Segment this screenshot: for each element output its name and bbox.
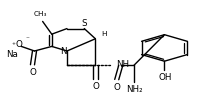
Text: O: O (16, 40, 23, 49)
Text: NH: NH (116, 60, 129, 69)
Text: OH: OH (158, 73, 171, 81)
Text: Na: Na (6, 50, 17, 59)
Text: ⁻: ⁻ (26, 36, 30, 42)
Text: S: S (81, 19, 87, 28)
Text: NH₂: NH₂ (126, 85, 142, 94)
Text: N: N (60, 47, 66, 56)
Text: CH₃: CH₃ (34, 12, 47, 17)
Text: O: O (113, 83, 120, 92)
Text: O: O (92, 82, 99, 91)
Text: O: O (30, 68, 37, 77)
Text: H: H (101, 32, 106, 37)
Text: ⁺: ⁺ (11, 43, 15, 49)
